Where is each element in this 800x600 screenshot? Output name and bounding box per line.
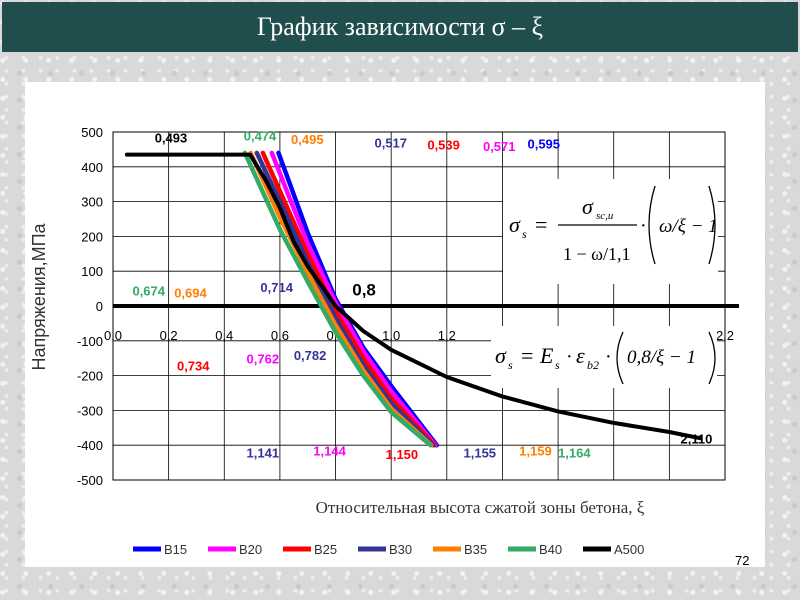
f1-num-sub: sc,u — [596, 210, 614, 222]
y-tick-label-0: 500 — [81, 125, 103, 140]
x-tick-label-5: 1,0 — [382, 328, 400, 343]
legend-label-b15: B15 — [164, 542, 187, 557]
x-tick-label-2: 0,4 — [215, 328, 233, 343]
f2-lhs-sub: s — [508, 358, 513, 372]
f2-mul: · — [566, 346, 573, 368]
f2-paren-left — [616, 331, 624, 385]
y-axis-label: Напряжения,МПа — [29, 222, 49, 370]
f2-dot: · — [605, 346, 612, 368]
annotation-10: 0,8 — [352, 281, 376, 300]
f1-eq: = — [535, 212, 547, 237]
annotations: 0,493 0,474 0,495 0,517 0,539 0,571 0,595 0,674… — [132, 129, 712, 462]
sigma-xi-chart: 500 400 300 200 100 0 -100 -200 -300 -400 -500 0,0… — [29, 125, 739, 557]
f2-paren-right — [708, 331, 716, 385]
formula-2-bg — [491, 326, 717, 388]
legend-label-b30: B30 — [389, 542, 412, 557]
f2-eps-sub: b2 — [587, 358, 599, 372]
annotation-6: 0,595 — [527, 137, 560, 152]
annotation-19: 1,164 — [558, 445, 591, 460]
slide-title: График зависимости σ – ξ — [2, 2, 798, 52]
chart-panel: 500 400 300 200 100 0 -100 -200 -300 -400 -500 0,0… — [25, 82, 765, 567]
f1-num: σ — [582, 194, 594, 219]
y-tick-label-8: -300 — [77, 403, 103, 418]
f1-paren-right — [708, 185, 716, 265]
y-tick-label-9: -400 — [77, 438, 103, 453]
y-tick-label-7: -200 — [77, 369, 103, 384]
f1-paren-left — [648, 185, 656, 265]
x-tick-label-3: 0,6 — [271, 328, 289, 343]
f2-eq: = — [521, 343, 533, 368]
y-tick-label-10: -500 — [77, 473, 103, 488]
f1-den: 1 − ω/1,1 — [563, 244, 631, 264]
annotation-4: 0,539 — [427, 137, 460, 152]
annotation-17: 1,155 — [464, 445, 497, 460]
annotation-12: 0,762 — [247, 351, 280, 366]
legend-label-b25: B25 — [314, 542, 337, 557]
f2-lhs: σ — [495, 343, 507, 368]
f1-dot: · — [640, 215, 647, 237]
y-tick-label-3: 200 — [81, 229, 103, 244]
x-tick-label-11: 2,2 — [716, 328, 734, 343]
f1-lhs: σ — [509, 212, 521, 237]
x-tick-label-1: 0,2 — [160, 328, 178, 343]
formula-1: σ s = σ sc,u 1 − ω/1,1 · ω/ξ − 1 — [503, 179, 718, 284]
f2-factor: 0,8/ξ − 1 — [627, 347, 696, 368]
annotation-3: 0,517 — [374, 136, 407, 151]
annotation-8: 0,694 — [174, 285, 207, 300]
annotation-13: 0,782 — [294, 348, 327, 363]
annotation-14: 1,141 — [247, 445, 280, 460]
series-line-b30 — [254, 150, 436, 448]
series-line-a500 — [124, 152, 702, 441]
annotation-2: 0,495 — [291, 132, 324, 147]
f2-eps: ε — [576, 343, 585, 368]
series-line-b25 — [260, 150, 437, 448]
annotation-5: 0,571 — [483, 139, 516, 154]
series-lines — [124, 150, 702, 448]
legend-label-b40: B40 — [539, 542, 562, 557]
formula-2: σ s = E s · ε b2 · 0,8/ξ − 1 — [491, 326, 717, 388]
formula-1-bg — [503, 179, 718, 284]
annotation-0: 0,493 — [155, 130, 188, 145]
y-tick-label-2: 300 — [81, 195, 103, 210]
f1-lhs-sub: s — [522, 227, 527, 241]
annotation-1: 0,474 — [244, 129, 277, 144]
annotation-15: 1,144 — [313, 444, 346, 459]
legend-label-b20: B20 — [239, 542, 262, 557]
y-tick-label-5: 0 — [96, 299, 103, 314]
annotation-11: 0,734 — [177, 358, 210, 373]
annotation-20: 2,110 — [680, 431, 712, 446]
f2-e-sub: s — [555, 358, 560, 372]
annotation-7: 0,674 — [132, 284, 165, 299]
y-tick-label-4: 100 — [81, 264, 103, 279]
f2-e: E — [539, 343, 554, 368]
x-tick-label-6: 1,2 — [438, 328, 456, 343]
annotation-9: 0,714 — [260, 280, 293, 295]
x-axis-label: Относительная высота сжатой зоны бетона,… — [316, 498, 645, 517]
legend: B15 B20 B25 B30 B35 B40 A500 — [133, 542, 644, 557]
legend-label-a500: A500 — [614, 542, 644, 557]
y-axis-ticks: 500 400 300 200 100 0 -100 -200 -300 -400 -500 — [77, 125, 103, 488]
series-line-b40 — [242, 150, 433, 448]
legend-label-b35: B35 — [464, 542, 487, 557]
f1-factor: ω/ξ − 1 — [659, 216, 718, 237]
page-number: 72 — [735, 553, 750, 568]
x-tick-label-0: 0,0 — [104, 328, 122, 343]
y-tick-label-6: -100 — [77, 334, 103, 349]
y-tick-label-1: 400 — [81, 160, 103, 175]
annotation-16: 1,150 — [386, 447, 419, 462]
annotation-18: 1,159 — [519, 444, 552, 459]
